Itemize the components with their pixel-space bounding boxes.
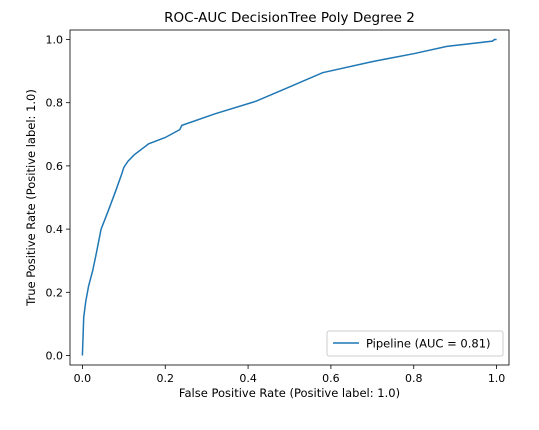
y-tick-label: 0.6	[46, 160, 64, 173]
legend-box	[326, 330, 504, 357]
x-tick-label: 0.4	[239, 372, 257, 385]
legend: Pipeline (AUC = 0.81)	[326, 330, 504, 357]
x-tick-label: 0.0	[74, 372, 92, 385]
y-tick-label: 0.8	[46, 97, 64, 110]
y-tick-label: 0.4	[46, 223, 64, 236]
y-axis-label: True Positive Rate (Positive label: 1.0)	[24, 89, 38, 307]
y-tick-label: 1.0	[46, 33, 64, 46]
legend-label: Pipeline (AUC = 0.81)	[366, 337, 491, 351]
plot-frame	[69, 29, 510, 366]
y-axis-ticks: 0.0 0.2 0.4 0.6 0.8 1.0	[46, 33, 70, 363]
chart-title: ROC-AUC DecisionTree Poly Degree 2	[164, 10, 415, 26]
x-tick-label: 0.8	[405, 372, 423, 385]
y-tick-label: 0.0	[46, 350, 64, 363]
roc-curve-series	[81, 38, 497, 356]
x-tick-label: 0.2	[157, 372, 175, 385]
x-axis-label: False Positive Rate (Positive label: 1.0…	[179, 386, 400, 400]
x-axis-ticks: 0.0 0.2 0.4 0.6 0.8 1.0	[74, 365, 506, 385]
x-tick-label: 1.0	[488, 372, 506, 385]
x-tick-label: 0.6	[322, 372, 340, 385]
y-tick-label: 0.2	[46, 286, 64, 299]
